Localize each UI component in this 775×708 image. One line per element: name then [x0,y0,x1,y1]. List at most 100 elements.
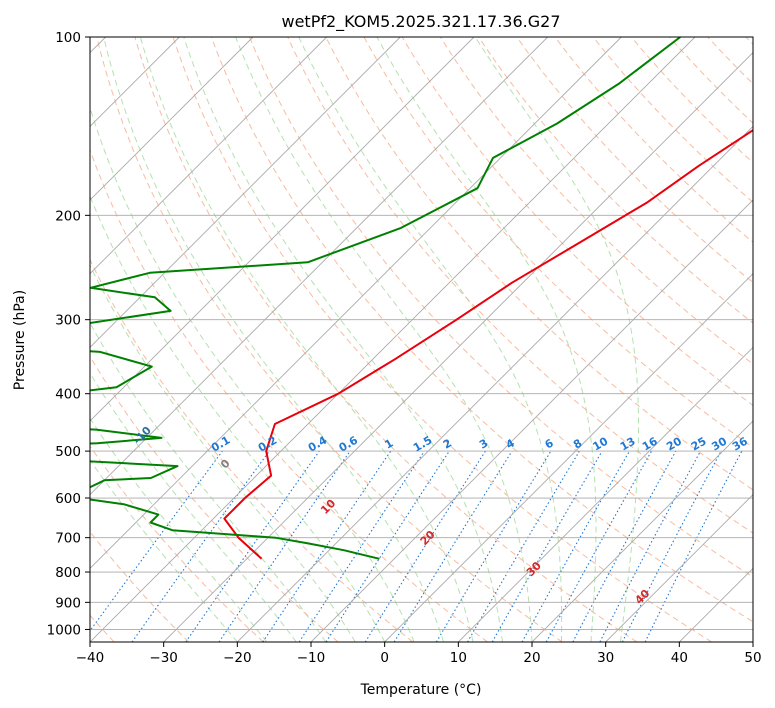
mixing-ratio-line-6 [325,450,450,642]
dry-adiabat-5 [90,355,339,642]
moist-adiabat-1 [90,417,268,642]
isotherm-9 [90,37,254,201]
mixing-ratio-line-12 [521,450,630,642]
plot-frame [89,36,754,643]
dry-adiabat-24 [707,37,753,85]
isotherm-15 [90,37,696,642]
x-tick-label: 40 [671,650,688,666]
isotherm-18 [310,199,753,642]
mixing-ratio-line-4 [262,450,392,642]
mixing-ratio-label: 2 [441,437,454,452]
isotherm-11 [90,37,401,348]
moist-adiabats [90,37,639,642]
dewpoint-profile [90,37,681,560]
mixing-ratio-line-17 [644,450,743,642]
mixing-ratio-label: 10 [591,434,611,453]
mixing-ratio-line-13 [545,450,653,642]
x-tick-label: 20 [523,650,540,666]
y-tick-label: 1000 [47,622,81,638]
mixing-ratio-label: 20 [664,434,684,453]
moist-adiabat-9 [183,37,503,642]
dry-adiabat-label: 20 [418,528,438,548]
isotherm-12 [90,37,475,422]
isotherm-13 [90,37,548,496]
dry-adiabat-label: 40 [632,587,652,607]
moist-adiabat-7 [103,37,445,642]
x-tick-label: 10 [450,650,467,666]
dry-adiabat-9 [134,37,638,642]
dry-adiabat-12 [249,37,753,578]
dry-adiabat-11 [210,37,753,623]
mixing-ratio-line-1 [131,450,270,642]
plot-area: 0.10.20.40.611.52346810131620253036-100-… [0,37,753,642]
dry-adiabat-8 [96,37,563,642]
y-tick-label: 300 [55,313,81,329]
x-tick-label: 30 [597,650,614,666]
moist-adiabat-0 [90,459,238,642]
x-axis-ticks: −40 −30 −20 −10 0 10 20 30 40 50 [76,642,762,666]
mixing-ratio-line-8 [393,450,513,642]
moist-adiabat-6 [90,106,415,642]
x-tick-label: −20 [223,650,252,666]
mixing-ratio-label: 6 [543,436,556,451]
mixing-ratio-lines [90,450,743,642]
y-axis-label: Pressure (hPa) [12,290,28,390]
moist-adiabat-5 [90,195,386,642]
dry-adiabat-10 [172,37,712,642]
isotherm-20 [458,346,753,642]
moist-adiabat-8 [139,37,474,642]
sounding-profiles [90,37,753,560]
dry-adiabat-25 [745,37,753,46]
mixing-ratio-line-2 [185,450,320,642]
x-tick-label: 50 [744,650,761,666]
y-tick-label: 100 [55,30,81,46]
y-axis-ticks: 100 200 300 400 500 600 700 800 900 1000 [47,30,90,638]
dry-adiabats [90,37,753,642]
dry-adiabat-label: 0 [218,456,233,471]
y-tick-label: 800 [55,565,81,581]
line-labels: 0.10.20.40.611.52346810131620253036-100-… [0,362,750,607]
isotherm-24 [752,641,753,642]
mixing-ratio-line-14 [572,450,677,642]
dry-adiabat-6 [90,258,414,642]
mixing-ratio-line-15 [599,450,701,642]
mixing-ratio-line-3 [218,450,351,642]
dry-adiabat-label: -10 [131,424,154,447]
x-axis-label: Temperature (°C) [360,682,482,698]
isotherm-22 [605,494,753,642]
mixing-ratio-line-0 [90,450,223,632]
x-tick-label: −30 [149,650,178,666]
dry-adiabat-14 [325,37,753,491]
dry-adiabat-17 [439,37,753,365]
moist-adiabat-12 [376,37,597,642]
moist-adiabat-4 [90,264,356,642]
x-tick-label: −10 [297,650,326,666]
moist-adiabat-13 [474,37,639,642]
moist-adiabat-11 [298,37,563,642]
dry-adiabat-3 [90,531,190,642]
dry-adiabat-7 [90,148,488,642]
dry-adiabat-19 [516,37,753,284]
moist-adiabat-3 [90,321,327,642]
x-tick-label: 0 [380,650,389,666]
dry-adiabat-20 [554,37,753,243]
isotherm-19 [384,273,753,642]
dry-adiabat-13 [287,37,753,534]
isotherm-10 [90,37,327,275]
x-tick-label: −40 [76,650,105,666]
dry-adiabat-label: -30 [0,362,2,385]
isotherm-21 [531,420,753,642]
dry-adiabat-23 [669,37,753,124]
mixing-ratio-label: 30 [709,434,729,453]
temperature-profile [223,129,753,560]
dry-adiabat-18 [478,37,753,324]
moist-adiabat-2 [90,372,297,642]
mixing-ratio-line-5 [298,450,425,642]
mixing-ratio-line-10 [467,450,580,642]
dry-adiabat-label: 30 [524,559,544,579]
dry-adiabat-label: 10 [318,497,338,517]
y-tick-label: 500 [55,444,81,460]
y-tick-label: 200 [55,208,81,224]
dry-adiabat-4 [90,445,264,642]
